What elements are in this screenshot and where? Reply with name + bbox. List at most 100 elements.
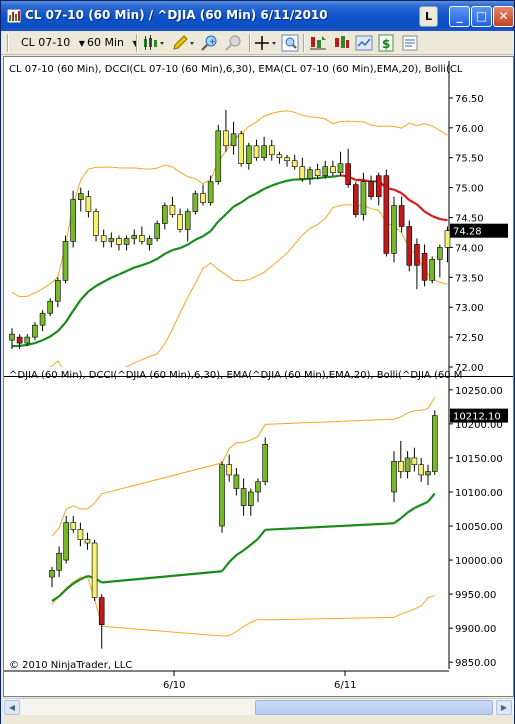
candle-body[interactable] bbox=[330, 166, 336, 173]
candle-body[interactable] bbox=[262, 443, 269, 483]
close-button[interactable]: ✕ bbox=[493, 6, 514, 27]
candle-body[interactable] bbox=[404, 457, 411, 472]
candle-body[interactable] bbox=[337, 163, 344, 173]
candle-body[interactable] bbox=[93, 211, 99, 236]
indicator-icon[interactable] bbox=[333, 34, 351, 52]
candle-body[interactable] bbox=[444, 230, 451, 248]
candle-body[interactable] bbox=[248, 491, 254, 506]
candle-body[interactable] bbox=[226, 464, 232, 476]
candle-body[interactable] bbox=[55, 280, 61, 302]
candle-body[interactable] bbox=[314, 169, 321, 176]
candle-body[interactable] bbox=[291, 160, 298, 167]
maximize-button[interactable]: □ bbox=[471, 6, 492, 27]
candle-body[interactable] bbox=[268, 145, 275, 156]
candle-body[interactable] bbox=[192, 193, 199, 212]
crosshair-icon[interactable] bbox=[254, 34, 278, 52]
candle-body[interactable] bbox=[84, 539, 91, 544]
horizontal-scrollbar[interactable]: ◀ ▶ bbox=[3, 698, 514, 715]
properties-icon[interactable] bbox=[355, 34, 373, 52]
candle-body[interactable] bbox=[431, 415, 438, 472]
draw-pencil-icon[interactable] bbox=[171, 34, 195, 52]
candle-body[interactable] bbox=[9, 333, 15, 341]
price-panel-cl[interactable]: CL 07-10 (60 Min), DCCI(CL 07-10 (60 Min… bbox=[7, 61, 508, 374]
chart-area[interactable]: CL 07-10 (60 Min), DCCI(CL 07-10 (60 Min… bbox=[3, 56, 514, 697]
candle-body[interactable] bbox=[116, 238, 122, 245]
candle-body[interactable] bbox=[411, 457, 418, 466]
candle-body[interactable] bbox=[230, 133, 237, 147]
candle-body[interactable] bbox=[63, 522, 70, 561]
candle-body[interactable] bbox=[437, 247, 443, 260]
candle-body[interactable] bbox=[154, 223, 160, 239]
candle-body[interactable] bbox=[240, 488, 247, 506]
candle-body[interactable] bbox=[146, 238, 153, 245]
candle-body[interactable] bbox=[49, 569, 55, 578]
title-bar[interactable]: CL 07-10 (60 Min) / ^DJIA (60 Min) 6/11/… bbox=[1, 1, 514, 31]
candle-body[interactable] bbox=[238, 133, 244, 165]
candle-body[interactable] bbox=[223, 130, 229, 147]
candle-body[interactable] bbox=[24, 336, 31, 344]
candle-body[interactable] bbox=[162, 205, 168, 224]
strategy-icon[interactable] bbox=[309, 34, 327, 52]
candle-body[interactable] bbox=[177, 214, 183, 230]
candle-body[interactable] bbox=[255, 481, 261, 493]
candle-body[interactable] bbox=[131, 235, 138, 239]
candle-body[interactable] bbox=[215, 130, 222, 182]
candle-body[interactable] bbox=[207, 181, 214, 203]
candle-body[interactable] bbox=[70, 199, 76, 242]
candle-body[interactable] bbox=[108, 238, 115, 242]
candle-body[interactable] bbox=[261, 145, 267, 159]
misc-icon[interactable] bbox=[401, 34, 419, 52]
candle-body[interactable] bbox=[429, 259, 436, 281]
minimize-button[interactable]: _ bbox=[449, 6, 470, 27]
candle-body[interactable] bbox=[421, 253, 428, 281]
price-panel-djia[interactable]: ^DJIA (60 Min), DCCI(^DJIA (60 Min),6,30… bbox=[7, 367, 508, 669]
dollar-icon[interactable]: $ bbox=[377, 34, 395, 52]
candle-body[interactable] bbox=[184, 211, 191, 230]
candle-body[interactable] bbox=[77, 529, 84, 540]
candle-body[interactable] bbox=[47, 300, 54, 314]
candle-body[interactable] bbox=[391, 461, 397, 493]
candle-body[interactable] bbox=[307, 169, 313, 179]
candle-body[interactable] bbox=[299, 166, 306, 179]
candle-body[interactable] bbox=[16, 336, 23, 344]
candle-body[interactable] bbox=[352, 184, 359, 215]
candle-body[interactable] bbox=[253, 145, 260, 159]
chart-canvas[interactable]: CL 07-10 (60 Min), DCCI(CL 07-10 (60 Min… bbox=[4, 57, 513, 696]
candle-body[interactable] bbox=[322, 166, 329, 176]
scroll-left-button[interactable]: ◀ bbox=[4, 700, 20, 715]
interval-selector[interactable]: 60 Min ▼ bbox=[87, 35, 139, 51]
candle-body[interactable] bbox=[383, 175, 390, 254]
candle-body[interactable] bbox=[398, 205, 405, 227]
candle-body[interactable] bbox=[77, 193, 84, 200]
candle-body[interactable] bbox=[139, 235, 145, 242]
candle-body[interactable] bbox=[246, 145, 252, 165]
link-button[interactable]: L bbox=[419, 6, 438, 27]
candle-body[interactable] bbox=[284, 157, 290, 162]
zoom-out-icon[interactable] bbox=[223, 34, 245, 52]
candle-body[interactable] bbox=[360, 181, 367, 215]
candle-body[interactable] bbox=[169, 205, 176, 215]
candle-body[interactable] bbox=[375, 175, 382, 197]
candle-body[interactable] bbox=[276, 154, 283, 159]
candle-body[interactable] bbox=[56, 552, 62, 571]
zoom-in-icon[interactable]: + bbox=[199, 34, 221, 52]
candle-body[interactable] bbox=[98, 597, 105, 626]
candle-body[interactable] bbox=[425, 471, 431, 476]
candle-body[interactable] bbox=[406, 226, 413, 266]
candle-body[interactable] bbox=[345, 163, 351, 185]
candle-body[interactable] bbox=[91, 542, 98, 598]
candle-body[interactable] bbox=[414, 244, 420, 266]
candle-body[interactable] bbox=[200, 193, 206, 203]
candle-body[interactable] bbox=[32, 324, 38, 338]
candle-body[interactable] bbox=[70, 522, 77, 530]
candle-body[interactable] bbox=[418, 464, 425, 476]
magnifier-icon[interactable] bbox=[281, 34, 299, 52]
candle-body[interactable] bbox=[100, 235, 107, 242]
instrument-selector[interactable]: CL 07-10 ▼ bbox=[21, 35, 85, 51]
scroll-right-button[interactable]: ▶ bbox=[496, 700, 512, 715]
candle-body[interactable] bbox=[368, 181, 374, 197]
candle-body[interactable] bbox=[62, 241, 69, 281]
candle-body[interactable] bbox=[233, 474, 240, 489]
candle-body[interactable] bbox=[391, 205, 397, 254]
candle-body[interactable] bbox=[123, 238, 130, 245]
